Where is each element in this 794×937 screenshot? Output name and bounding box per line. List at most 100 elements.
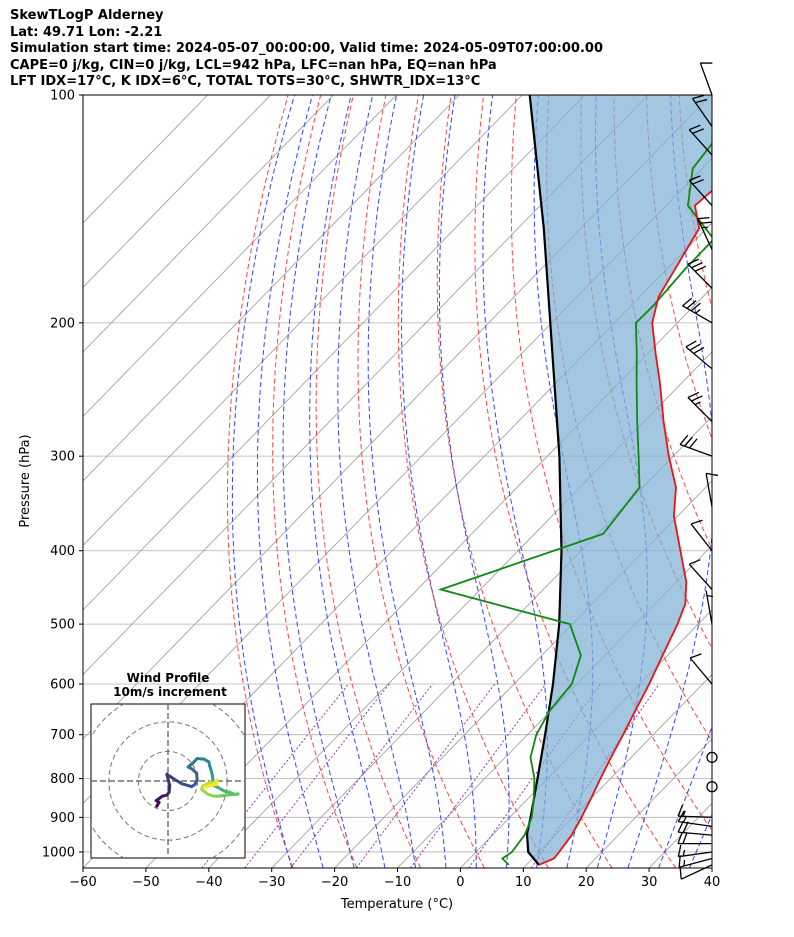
- x-tick-label: 10: [515, 875, 532, 890]
- wind-barb: [677, 832, 712, 845]
- barb-flag: [687, 391, 700, 399]
- mixing-ratio-line: [201, 683, 349, 868]
- x-axis-label: Temperature (°C): [340, 897, 453, 912]
- wind-barb: [706, 781, 718, 793]
- x-tick-label: 30: [641, 875, 658, 890]
- chart-title: SkewTLogP Alderney: [10, 8, 164, 23]
- isotherm-line: [83, 95, 649, 676]
- y-tick-label: 700: [50, 728, 75, 743]
- barb-flag: [679, 867, 682, 880]
- wind-barb: [687, 391, 713, 422]
- barb-half-flag: [683, 859, 686, 867]
- hodograph-inset: Wind Profile 10m/s increment: [90, 671, 246, 859]
- barb-flag: [691, 395, 703, 402]
- dry-adiabat: [711, 95, 712, 104]
- barb-flag: [678, 855, 681, 868]
- barb-flag: [689, 175, 701, 181]
- y-tick-label: 600: [50, 678, 75, 693]
- moist-adiabat: [688, 813, 712, 868]
- wind-barb: [677, 804, 713, 818]
- wind-barb: [688, 559, 713, 590]
- barb-flag: [677, 844, 682, 857]
- wind-barb: [677, 844, 713, 858]
- isotherm-line: [271, 415, 712, 868]
- x-tick-label: 40: [704, 875, 721, 890]
- hodograph-segment: [172, 777, 184, 786]
- x-tick-label: −10: [384, 875, 411, 890]
- barb-flag: [682, 832, 688, 844]
- dry-adiabat: [357, 95, 485, 868]
- y-tick-label: 800: [50, 772, 75, 787]
- moist-adiabat: [752, 95, 794, 868]
- barb-flag: [689, 559, 701, 565]
- isotherm-line: [83, 95, 586, 611]
- wind-barb: [697, 217, 713, 250]
- mixing-ratio-line: [409, 683, 547, 868]
- barb-flag: [697, 217, 710, 220]
- wind-barb: [706, 751, 718, 764]
- dewpoint-profile-line: [437, 142, 712, 866]
- barb-flag: [690, 302, 701, 312]
- isotherm-line: [83, 95, 397, 417]
- moist-adiabat: [438, 95, 510, 868]
- mixing-ratio-line: [290, 683, 433, 868]
- moist-adiabat: [482, 95, 548, 868]
- wind-barb: [688, 124, 713, 156]
- barb-flag: [689, 124, 701, 131]
- location-coords: Lat: 49.71 Lon: -2.21: [10, 24, 163, 40]
- mixing-ratio-line: [355, 683, 496, 868]
- wind-barb: [705, 472, 719, 507]
- barb-flag: [677, 820, 684, 833]
- x-tick-label: −50: [132, 875, 159, 890]
- y-tick-label: 500: [50, 618, 75, 633]
- hodograph-segment: [180, 782, 194, 789]
- barb-flag: [687, 258, 700, 265]
- isotherm-line: [523, 673, 712, 868]
- moist-adiabat: [231, 95, 296, 868]
- wind-barb: [690, 519, 713, 552]
- mixing-ratio-line: [468, 683, 601, 868]
- calm-wind-circle: [706, 751, 718, 764]
- moist-adiabat: [282, 95, 355, 868]
- x-tick-label: −30: [258, 875, 285, 890]
- dry-adiabat: [744, 95, 794, 868]
- isotherm-line: [83, 95, 334, 353]
- x-tick-label: 0: [456, 875, 464, 890]
- axes: −60 −50 −40 −30 −20 −10 0 10 20 30 40 1000 900 800 700…: [42, 89, 720, 891]
- wind-barbs: [677, 62, 719, 880]
- hodograph-segment: [202, 782, 218, 789]
- barb-flag: [689, 343, 701, 351]
- y-axis-label: Pressure (hPa): [18, 434, 33, 527]
- barb-flag: [692, 178, 704, 185]
- wind-barb: [677, 810, 713, 827]
- y-tick-label: 400: [50, 544, 75, 559]
- wind-barb: [682, 297, 713, 324]
- calm-wind-circle: [706, 781, 718, 793]
- barb-flag: [677, 804, 684, 817]
- isotherm-line: [334, 480, 712, 868]
- barb-shaft: [688, 563, 713, 590]
- wind-barb: [699, 62, 713, 96]
- dry-adiabat: [227, 95, 294, 868]
- barb-half-flag: [682, 816, 687, 823]
- y-tick-label: 300: [50, 450, 75, 465]
- cin-cape-shading: [527, 95, 712, 865]
- barb-half-flag: [682, 849, 686, 857]
- y-tick-label: 900: [50, 811, 75, 826]
- isotherm-line: [711, 867, 712, 868]
- mixing-ratio-line: [244, 683, 390, 868]
- wind-barb: [705, 590, 713, 625]
- hodograph-title: Wind Profile: [127, 671, 210, 685]
- x-tick-label: −60: [69, 875, 96, 890]
- wind-barb: [687, 258, 713, 289]
- moist-adiabat: [337, 95, 416, 868]
- barb-flag: [677, 832, 683, 844]
- barb-half-flag: [701, 226, 708, 229]
- wind-barb: [679, 864, 713, 880]
- dry-adiabat: [397, 95, 549, 868]
- stability-indices: LFT IDX=17°C, K IDX=6°C, TOTAL TOTS=30°C…: [10, 74, 481, 89]
- y-tick-label: 200: [50, 316, 75, 331]
- barb-flag: [679, 434, 689, 445]
- isotherm-line: [83, 95, 271, 288]
- dry-adiabat: [272, 95, 358, 868]
